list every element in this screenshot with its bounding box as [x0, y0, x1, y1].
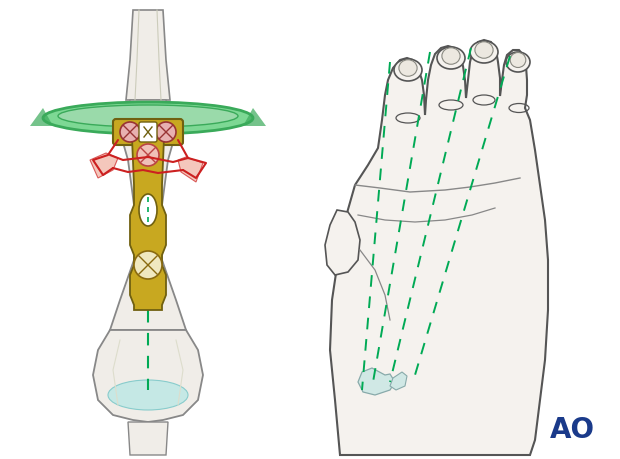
- Text: AO: AO: [549, 416, 595, 444]
- Ellipse shape: [437, 47, 465, 69]
- Polygon shape: [330, 40, 548, 455]
- Polygon shape: [90, 153, 118, 178]
- Polygon shape: [243, 108, 266, 126]
- Polygon shape: [128, 100, 168, 115]
- FancyBboxPatch shape: [113, 119, 183, 145]
- Ellipse shape: [399, 60, 417, 76]
- Circle shape: [134, 251, 162, 279]
- Polygon shape: [358, 368, 395, 395]
- Circle shape: [137, 144, 159, 166]
- Polygon shape: [130, 138, 166, 310]
- Polygon shape: [325, 210, 360, 275]
- Polygon shape: [178, 157, 203, 182]
- Ellipse shape: [470, 41, 498, 63]
- Ellipse shape: [506, 52, 530, 72]
- Polygon shape: [30, 108, 53, 126]
- Ellipse shape: [442, 48, 460, 64]
- Polygon shape: [110, 132, 186, 330]
- Polygon shape: [128, 422, 168, 455]
- Polygon shape: [390, 372, 407, 390]
- Ellipse shape: [43, 102, 253, 134]
- Ellipse shape: [475, 42, 493, 58]
- Ellipse shape: [108, 380, 188, 410]
- Ellipse shape: [58, 105, 238, 127]
- Ellipse shape: [394, 59, 422, 81]
- FancyBboxPatch shape: [139, 122, 157, 142]
- Polygon shape: [126, 10, 170, 100]
- Circle shape: [156, 122, 176, 142]
- Ellipse shape: [510, 52, 526, 67]
- Polygon shape: [93, 330, 203, 422]
- Circle shape: [120, 122, 140, 142]
- Ellipse shape: [139, 194, 157, 226]
- Ellipse shape: [130, 104, 166, 116]
